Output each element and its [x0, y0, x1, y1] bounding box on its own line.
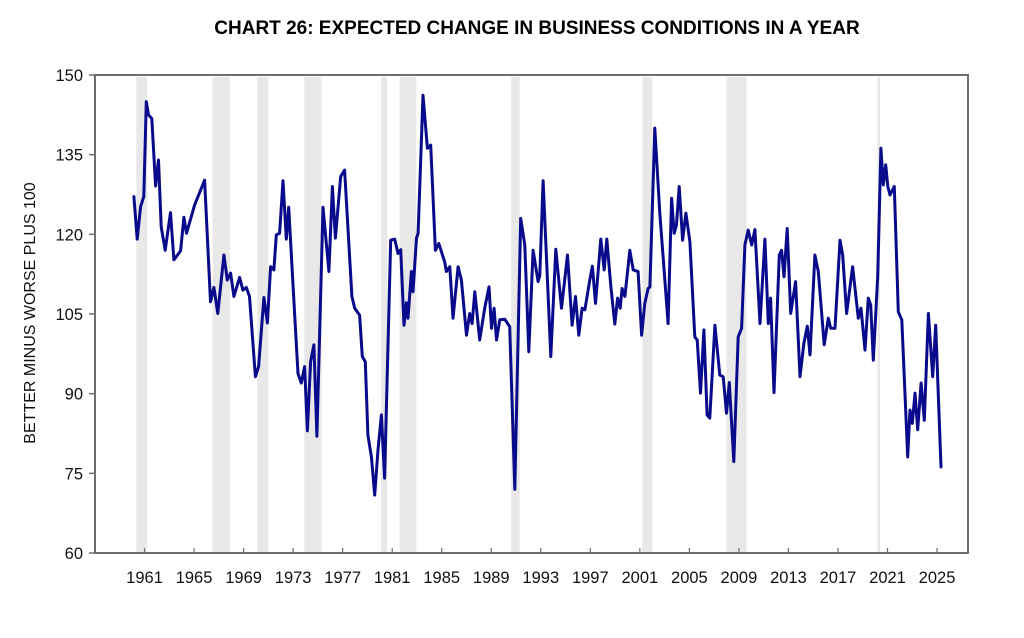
x-tick-label: 2009	[721, 569, 758, 587]
x-tick-label: 2005	[671, 569, 708, 587]
x-tick-label: 1961	[126, 569, 163, 587]
x-tick-label: 2013	[770, 569, 807, 587]
y-tick-label: 135	[55, 147, 83, 165]
y-axis-label: BETTER MINUS WORSE PLUS 100	[22, 182, 39, 443]
x-tick-label: 1965	[176, 569, 213, 587]
x-tick-label: 1977	[324, 569, 361, 587]
series-group	[132, 93, 943, 497]
x-tick-label: 1989	[473, 569, 510, 587]
recession-band	[212, 77, 230, 552]
x-tick-label: 1985	[423, 569, 460, 587]
y-tick-label: 150	[55, 67, 83, 85]
x-tick-label: 2017	[820, 569, 857, 587]
x-tick-label: 2001	[621, 569, 658, 587]
y-tick-label: 105	[55, 306, 83, 324]
x-tick-label: 1973	[275, 569, 312, 587]
y-axis: 60 75 90 105 120 135 150	[55, 67, 95, 563]
y-tick-label: 90	[65, 386, 83, 404]
y-tick-label: 120	[55, 226, 83, 244]
x-tick-label: 1993	[522, 569, 559, 587]
chart-title: CHART 26: EXPECTED CHANGE IN BUSINESS CO…	[214, 18, 860, 39]
recession-band	[136, 77, 148, 552]
recession-band	[877, 77, 881, 552]
y-tick-label: 60	[65, 545, 83, 563]
recession-band	[511, 77, 520, 552]
recession-band	[642, 77, 653, 552]
x-tick-label: 1969	[225, 569, 262, 587]
y-tick-label: 75	[65, 465, 83, 483]
recession-band	[381, 77, 388, 552]
x-tick-label: 1997	[572, 569, 609, 587]
x-axis: 1961 1965 1969 1973 1977 1981 1985 1989 1993 1997…	[126, 548, 955, 587]
x-tick-label: 1981	[374, 569, 411, 587]
x-tick-label: 2025	[919, 569, 956, 587]
x-tick-label: 2021	[869, 569, 906, 587]
